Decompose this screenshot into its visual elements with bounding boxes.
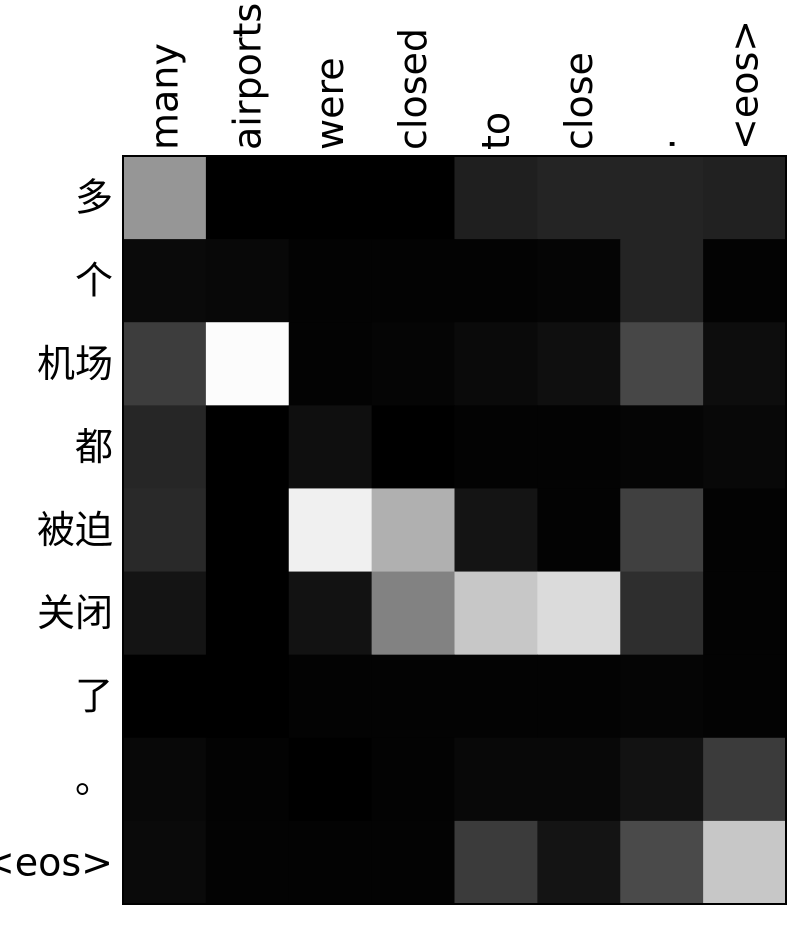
heatmap-cell-r6-c2 xyxy=(288,654,373,739)
heatmap-cell-r2-c2 xyxy=(288,322,373,406)
heatmap-cell-r0-c2 xyxy=(288,156,373,240)
heatmap-cell-r7-c4 xyxy=(454,737,538,822)
plot-frame xyxy=(122,155,787,905)
heatmap-cell-r6-c1 xyxy=(205,654,290,739)
heatmap-cell-r1-c3 xyxy=(371,239,456,323)
heatmap-cell-r0-c3 xyxy=(371,156,456,240)
x-tick-label: closed xyxy=(391,28,435,150)
heatmap-cell-r5-c0 xyxy=(123,571,207,656)
heatmap-cell-r2-c7 xyxy=(703,322,787,406)
y-tick-label: 被迫 xyxy=(37,508,113,552)
heatmap-cell-r5-c1 xyxy=(205,571,290,656)
heatmap-cell-r0-c4 xyxy=(454,156,538,240)
heatmap-cell-r6-c6 xyxy=(620,654,704,739)
heatmap-cell-r4-c3 xyxy=(371,488,456,573)
x-tick-labels: many airports were closed to close. <eos> xyxy=(142,3,766,150)
x-tick-label: . xyxy=(640,138,684,150)
heatmap-cell-r7-c7 xyxy=(703,737,787,822)
heatmap-cell-r0-c5 xyxy=(537,156,621,240)
heatmap-cell-r5-c7 xyxy=(703,571,787,656)
y-tick-label: 。 xyxy=(75,757,113,801)
heatmap-cell-r4-c4 xyxy=(454,488,538,573)
heatmap-cell-r8-c1 xyxy=(205,820,290,905)
y-tick-label: 机场 xyxy=(37,342,113,386)
heatmap-cell-r6-c0 xyxy=(123,654,207,739)
y-tick-label: 了 xyxy=(75,674,113,718)
heatmap-cell-r0-c7 xyxy=(703,156,787,240)
heatmap-cell-r8-c2 xyxy=(288,820,373,905)
heatmap-cells xyxy=(123,156,787,905)
heatmap-cell-r8-c7 xyxy=(703,820,787,905)
y-tick-label: 个 xyxy=(75,259,113,303)
heatmap-cell-r7-c6 xyxy=(620,737,704,822)
heatmap-cell-r1-c1 xyxy=(205,239,290,323)
heatmap-cell-r4-c0 xyxy=(123,488,207,573)
heatmap-cell-r1-c2 xyxy=(288,239,373,323)
heatmap-cell-r3-c5 xyxy=(537,405,621,490)
heatmap-cell-r3-c2 xyxy=(288,405,373,490)
heatmap-cell-r5-c4 xyxy=(454,571,538,656)
heatmap-cell-r8-c6 xyxy=(620,820,704,905)
heatmap-cell-r5-c2 xyxy=(288,571,373,656)
heatmap-cell-r8-c3 xyxy=(371,820,456,905)
heatmap-cell-r3-c1 xyxy=(205,405,290,490)
x-tick-label: airports xyxy=(225,3,269,150)
heatmap-cell-r6-c5 xyxy=(537,654,621,739)
heatmap-cell-r3-c4 xyxy=(454,405,538,490)
heatmap-cell-r7-c3 xyxy=(371,737,456,822)
heatmap-cell-r8-c0 xyxy=(123,820,207,905)
x-tick-label: were xyxy=(308,57,352,150)
heatmap-cell-r0-c6 xyxy=(620,156,704,240)
heatmap-cell-r3-c3 xyxy=(371,405,456,490)
heatmap-cell-r8-c5 xyxy=(537,820,621,905)
heatmap-cell-r1-c6 xyxy=(620,239,704,323)
heatmap-cell-r6-c7 xyxy=(703,654,787,739)
heatmap-cell-r3-c0 xyxy=(123,405,207,490)
heatmap-cell-r4-c7 xyxy=(703,488,787,573)
heatmap-cell-r4-c5 xyxy=(537,488,621,573)
heatmap-cell-r7-c0 xyxy=(123,737,207,822)
heatmap-cell-r1-c0 xyxy=(123,239,207,323)
heatmap-cell-r4-c1 xyxy=(205,488,290,573)
x-tick-label: many xyxy=(142,43,186,150)
heatmap-cell-r6-c4 xyxy=(454,654,538,739)
heatmap-cell-r1-c7 xyxy=(703,239,787,323)
heatmap-cell-r7-c5 xyxy=(537,737,621,822)
heatmap-cell-r2-c3 xyxy=(371,322,456,406)
x-tick-label: close xyxy=(557,52,601,150)
heatmap-cell-r5-c3 xyxy=(371,571,456,656)
heatmap-cell-r7-c1 xyxy=(205,737,290,822)
heatmap-cell-r7-c2 xyxy=(288,737,373,822)
heatmap-cell-r1-c4 xyxy=(454,239,538,323)
heatmap-cell-r1-c5 xyxy=(537,239,621,323)
heatmap-cell-r6-c3 xyxy=(371,654,456,739)
heatmap-cell-r5-c5 xyxy=(537,571,621,656)
y-tick-label: 多 xyxy=(75,176,113,220)
heatmap-cell-r4-c2 xyxy=(288,488,373,573)
heatmap-cell-r2-c1 xyxy=(205,322,290,406)
heatmap-cell-r8-c4 xyxy=(454,820,538,905)
heatmap-cell-r2-c4 xyxy=(454,322,538,406)
x-tick-label: <eos> xyxy=(723,20,767,150)
y-tick-label: 关闭 xyxy=(37,591,113,635)
y-tick-label: 都 xyxy=(75,425,113,469)
heatmap-cell-r2-c6 xyxy=(620,322,704,406)
heatmap-cell-r5-c6 xyxy=(620,571,704,656)
heatmap-cell-r4-c6 xyxy=(620,488,704,573)
heatmap-cell-r2-c0 xyxy=(123,322,207,406)
y-tick-label: <eos> xyxy=(0,840,113,884)
x-tick-label: to xyxy=(474,112,518,150)
heatmap-cell-r2-c5 xyxy=(537,322,621,406)
heatmap-cell-r3-c7 xyxy=(703,405,787,490)
heatmap-cell-r0-c1 xyxy=(205,156,290,240)
heatmap-cell-r3-c6 xyxy=(620,405,704,490)
heatmap-cell-r0-c0 xyxy=(123,156,207,240)
